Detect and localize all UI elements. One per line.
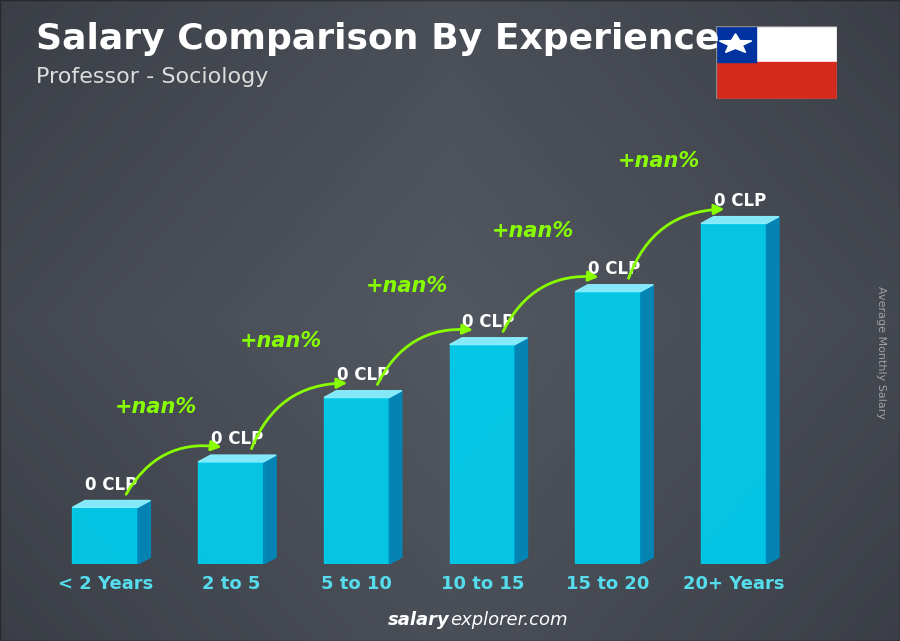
Text: +nan%: +nan% bbox=[114, 397, 197, 417]
Polygon shape bbox=[324, 397, 390, 564]
Text: +nan%: +nan% bbox=[491, 221, 574, 241]
Polygon shape bbox=[324, 391, 401, 397]
Text: +nan%: +nan% bbox=[617, 151, 699, 171]
Polygon shape bbox=[390, 391, 401, 564]
Bar bbox=[716, 26, 756, 62]
Polygon shape bbox=[515, 338, 527, 564]
Text: salary: salary bbox=[388, 612, 450, 629]
Polygon shape bbox=[767, 217, 779, 564]
Bar bbox=[716, 62, 837, 99]
Polygon shape bbox=[450, 345, 515, 564]
Polygon shape bbox=[198, 455, 276, 462]
Text: explorer.com: explorer.com bbox=[450, 612, 568, 629]
Text: 0 CLP: 0 CLP bbox=[714, 192, 766, 210]
Polygon shape bbox=[73, 507, 138, 564]
Text: Professor - Sociology: Professor - Sociology bbox=[36, 67, 268, 87]
Polygon shape bbox=[719, 34, 752, 53]
Text: Average Monthly Salary: Average Monthly Salary bbox=[877, 286, 886, 419]
Text: 0 CLP: 0 CLP bbox=[86, 476, 138, 494]
Polygon shape bbox=[450, 338, 527, 345]
Text: 0 CLP: 0 CLP bbox=[589, 260, 641, 278]
Text: +nan%: +nan% bbox=[240, 331, 322, 351]
Polygon shape bbox=[575, 285, 653, 292]
Polygon shape bbox=[575, 292, 641, 564]
Text: +nan%: +nan% bbox=[366, 276, 448, 296]
Polygon shape bbox=[138, 501, 150, 564]
Text: 0 CLP: 0 CLP bbox=[463, 313, 515, 331]
Polygon shape bbox=[701, 217, 779, 224]
Polygon shape bbox=[641, 285, 653, 564]
Polygon shape bbox=[264, 455, 276, 564]
Polygon shape bbox=[198, 462, 264, 564]
Polygon shape bbox=[73, 501, 150, 507]
Text: Salary Comparison By Experience: Salary Comparison By Experience bbox=[36, 22, 719, 56]
Bar bbox=[716, 26, 837, 62]
Polygon shape bbox=[701, 224, 767, 564]
Text: 0 CLP: 0 CLP bbox=[337, 366, 389, 384]
Text: 0 CLP: 0 CLP bbox=[211, 430, 264, 448]
